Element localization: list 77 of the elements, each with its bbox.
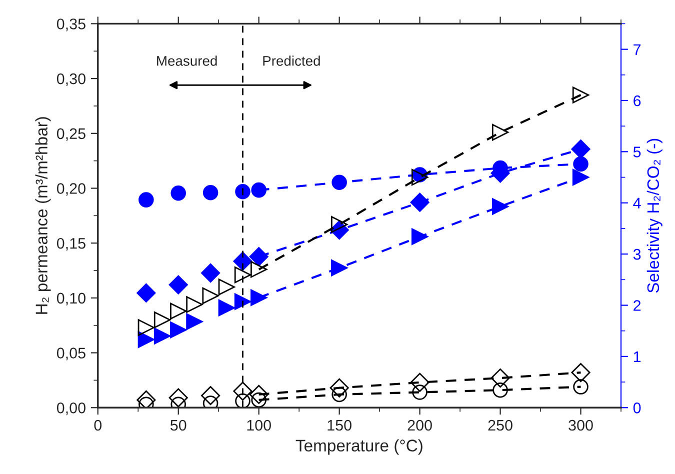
annotation: Predicted <box>263 56 320 66</box>
x-tick-label: 150 <box>328 420 352 431</box>
x-tick-label: 0 <box>94 420 102 431</box>
y-tick-label: 0,25 <box>56 128 86 141</box>
point <box>411 228 428 245</box>
y-tick-label: 0,15 <box>56 238 86 251</box>
x-tick-label: 300 <box>568 420 593 431</box>
point <box>186 296 203 313</box>
x-tick-label: 250 <box>488 420 512 431</box>
point <box>492 198 509 215</box>
point <box>202 287 219 304</box>
y2-tick-label: 0 <box>633 402 641 414</box>
point <box>138 319 154 336</box>
point <box>249 247 268 266</box>
x-tick-label: 200 <box>408 420 432 431</box>
point <box>411 168 428 186</box>
point <box>235 184 250 200</box>
point <box>492 382 508 398</box>
y2-tick-label: 4 <box>633 198 641 208</box>
x-tick-label: 100 <box>247 420 271 431</box>
point <box>186 313 203 330</box>
point <box>250 289 268 306</box>
y-tick-label: 0,00 <box>56 402 86 416</box>
point <box>410 372 430 392</box>
y-axis-title: H₂ permeance (m³/m²hbar) <box>35 117 51 314</box>
point <box>138 331 154 348</box>
point <box>170 186 186 201</box>
point <box>233 382 252 401</box>
y-tick-label: 0,05 <box>56 348 86 360</box>
point <box>412 384 428 400</box>
point <box>218 278 235 296</box>
annotation: Measured <box>157 56 217 66</box>
x-tick-label: 50 <box>170 420 186 431</box>
point <box>492 124 509 141</box>
point <box>136 283 156 303</box>
point <box>330 378 349 398</box>
point <box>170 302 187 320</box>
point <box>201 263 220 283</box>
point <box>249 384 268 404</box>
x-axis-title: Temperature (°C) <box>296 439 422 455</box>
y2-tick-label: 3 <box>633 248 641 260</box>
point <box>572 86 590 104</box>
point <box>154 328 171 344</box>
point <box>250 261 268 278</box>
point <box>170 321 187 338</box>
point <box>201 386 220 406</box>
point <box>202 184 218 200</box>
point <box>330 260 348 276</box>
y-tick-label: 0,10 <box>56 292 86 306</box>
y2-tick-label: 2 <box>634 300 641 311</box>
point <box>573 379 588 394</box>
y2-tick-label: 5 <box>633 146 641 158</box>
point <box>573 156 588 172</box>
point <box>572 168 590 186</box>
point <box>571 363 590 382</box>
point <box>332 174 347 190</box>
y2-tick-label: 1 <box>634 351 641 362</box>
y-tick-label: 0,30 <box>56 73 86 86</box>
point <box>410 192 430 212</box>
point <box>168 388 188 408</box>
point <box>168 275 188 294</box>
point <box>235 393 250 408</box>
point <box>234 293 252 310</box>
point <box>490 368 510 388</box>
point <box>138 192 154 208</box>
point <box>136 390 156 408</box>
y2-tick-label: 7 <box>634 44 641 55</box>
y2-axis-title: Selectivity H₂/CO₂ (-) <box>646 138 662 293</box>
y2-tick-label: 6 <box>634 95 641 106</box>
point <box>234 266 252 284</box>
point <box>571 140 590 159</box>
point <box>330 216 348 233</box>
point <box>218 299 235 316</box>
y-tick-label: 0,35 <box>56 18 86 32</box>
y-tick-label: 0,20 <box>56 183 86 196</box>
point <box>251 182 266 198</box>
point <box>154 312 171 328</box>
